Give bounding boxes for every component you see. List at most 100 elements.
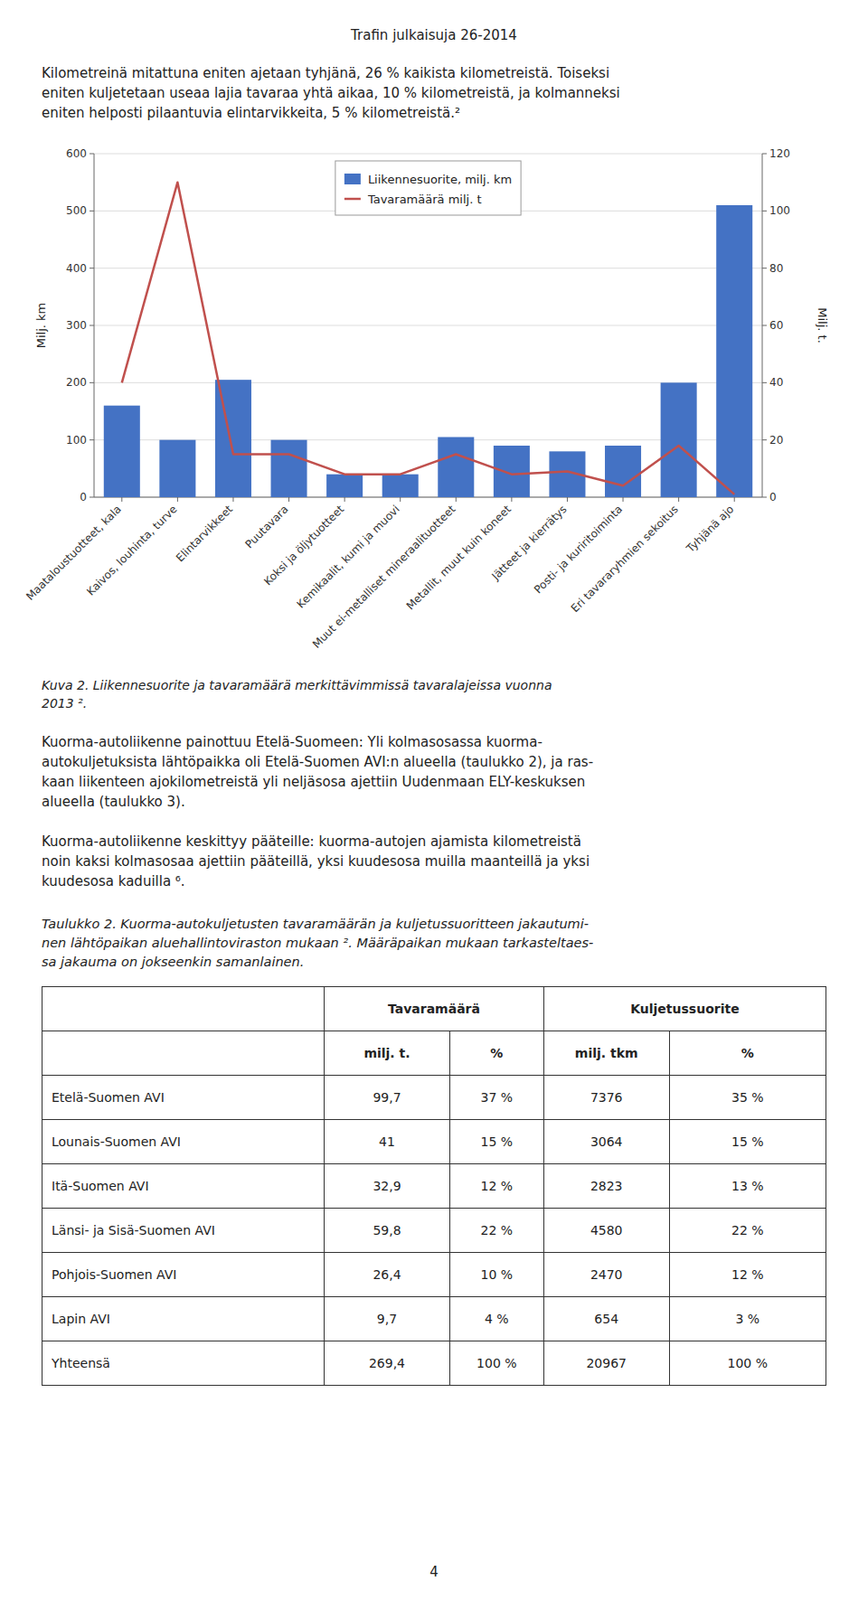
y2-tick [762,267,767,269]
table-group-row: TavaramääräKuljetussuorite [42,987,827,1032]
table-cell: 2823 [543,1164,670,1209]
paragraph-line: Kilometreinä mitattuna eniten ajetaan ty… [41,63,827,84]
caption: Kuva 2. Liikennesuorite ja tavaramäärä m… [41,676,827,713]
table-cell: Lounais-Suomen AVI [42,1120,325,1165]
table-title-line: nen lähtöpaikan aluehallintoviraston muk… [41,934,827,953]
table-cell: 654 [543,1297,670,1342]
bar [271,440,308,498]
table-subheader: % [669,1031,826,1076]
y-tick-label: 300 [66,319,87,332]
table-title-line: Taulukko 2. Kuorma-autokuljetusten tavar… [41,915,827,935]
header: Trafin julkaisuja 26-2014 [41,0,827,44]
x-tick-label: Kaivos, louhinta, turve [84,502,180,598]
table-subheader: milj. tkm [543,1031,670,1076]
grid-line [94,325,763,327]
y2-tick-label: 80 [769,262,784,275]
table-cell: 32,9 [324,1164,451,1209]
legend: Liikennesuorite, milj. kmTavaramäärä mil… [335,160,521,216]
y2-axis [762,153,764,498]
paragraph-line: alueella (taulukko 3). [41,792,827,812]
paragraph: Kuorma-autoliikenne keskittyy pääteille:… [41,831,827,892]
table-cell: 35 % [669,1075,826,1121]
table-cell: 26,4 [324,1253,451,1298]
y-tick-label: 100 [66,434,87,447]
x-tick-label: Posti- ja kuriritoiminta [531,502,625,596]
table-cell: Yhteensä [42,1341,325,1387]
y-tick [89,153,95,155]
x-tick [622,497,624,502]
x-tick-label: Eri tavararyhmien sekoitus [568,502,681,615]
table-cell: 22 % [669,1208,826,1254]
y-tick-label: 600 [66,147,87,161]
table-row: Lapin AVI9,74 %6543 % [42,1297,827,1342]
x-tick [232,497,234,502]
bar [604,445,642,498]
legend-swatch [344,198,361,201]
table-cell: 3 % [669,1297,826,1342]
table-subheader: % [449,1031,544,1076]
x-tick-label: Puutavara [243,502,292,551]
paragraph: Kuorma-autoliikenne painottuu Etelä-Suom… [41,732,827,812]
y-tick-label: 500 [66,204,87,217]
paragraph-line: Kuorma-autoliikenne painottuu Etelä-Suom… [41,732,827,753]
y2-axis-label: Milj. t. [815,307,830,344]
grid-line [94,153,763,155]
x-tick-label: Kemikaalit, kumi ja muovi [294,502,403,611]
y2-tick [762,382,767,384]
table-cell: 4 % [449,1297,544,1342]
table-group-header: Tavaramäärä [324,987,545,1032]
table-subheader-row: milj. t.%milj. tkm% [42,1031,827,1076]
table-cell: 7376 [543,1075,670,1121]
table-cell: 15 % [669,1120,826,1165]
x-tick [734,497,736,502]
table-cell: 20967 [543,1341,670,1387]
y-tick [89,497,95,499]
table-cell: 13 % [669,1164,826,1209]
x-tick [288,497,290,502]
y-tick [89,325,95,327]
table-subheader: milj. t. [324,1031,451,1076]
table-row: Länsi- ja Sisä-Suomen AVI59,822 %458022 … [42,1208,827,1254]
paragraph: Kilometreinä mitattuna eniten ajetaan ty… [41,63,827,123]
paragraph-line: autokuljetuksista lähtöpaikka oli Etelä-… [41,752,827,773]
paragraph-line: noin kaksi kolmasosaa ajettiin pääteillä… [41,851,827,872]
x-tick [510,497,512,502]
bar [103,405,141,498]
table-cell: 41 [324,1120,451,1165]
caption-line: Kuva 2. Liikennesuorite ja tavaramäärä m… [41,676,827,695]
y-axis-label: Milj. km [34,302,48,350]
plot-marks [103,182,753,498]
y2-tick-label: 40 [769,376,784,389]
chart-wrap: 0100200300400500600020406080100120Milj. … [0,135,827,673]
table-cell: 99,7 [324,1075,451,1121]
legend-swatch [344,173,361,185]
y-tick-label: 0 [79,490,87,504]
y-axis [94,153,95,498]
bar [716,205,753,498]
table-cell: 2470 [543,1253,670,1298]
x-tick [566,497,568,502]
y2-tick [762,439,767,441]
x-tick-label: Maataloustuotteet, kala [23,502,124,604]
table: TavaramääräKuljetussuoritemilj. t.%milj.… [41,986,827,1387]
y2-tick-label: 20 [769,434,784,447]
y-tick [89,382,95,384]
table-row: Itä-Suomen AVI32,912 %282313 % [42,1164,827,1209]
x-tick [399,497,401,502]
paragraph-line: kaan liikenteen ajokilometreistä yli nel… [41,772,827,793]
y-tick-label: 200 [66,376,87,389]
y2-tick-label: 120 [769,147,791,161]
line [122,182,735,495]
table-cell: 59,8 [324,1208,451,1254]
caption-line: 2013 ². [41,694,827,713]
x-tick [344,497,346,502]
bar [159,440,196,498]
bar [382,474,419,498]
table-cell: Länsi- ja Sisä-Suomen AVI [42,1208,325,1254]
bar [493,445,530,498]
bar [437,437,474,499]
y-tick [89,439,95,441]
table-row: Yhteensä269,4100 %20967100 % [42,1341,827,1387]
bar [326,474,363,498]
table-cell: 15 % [449,1120,544,1165]
